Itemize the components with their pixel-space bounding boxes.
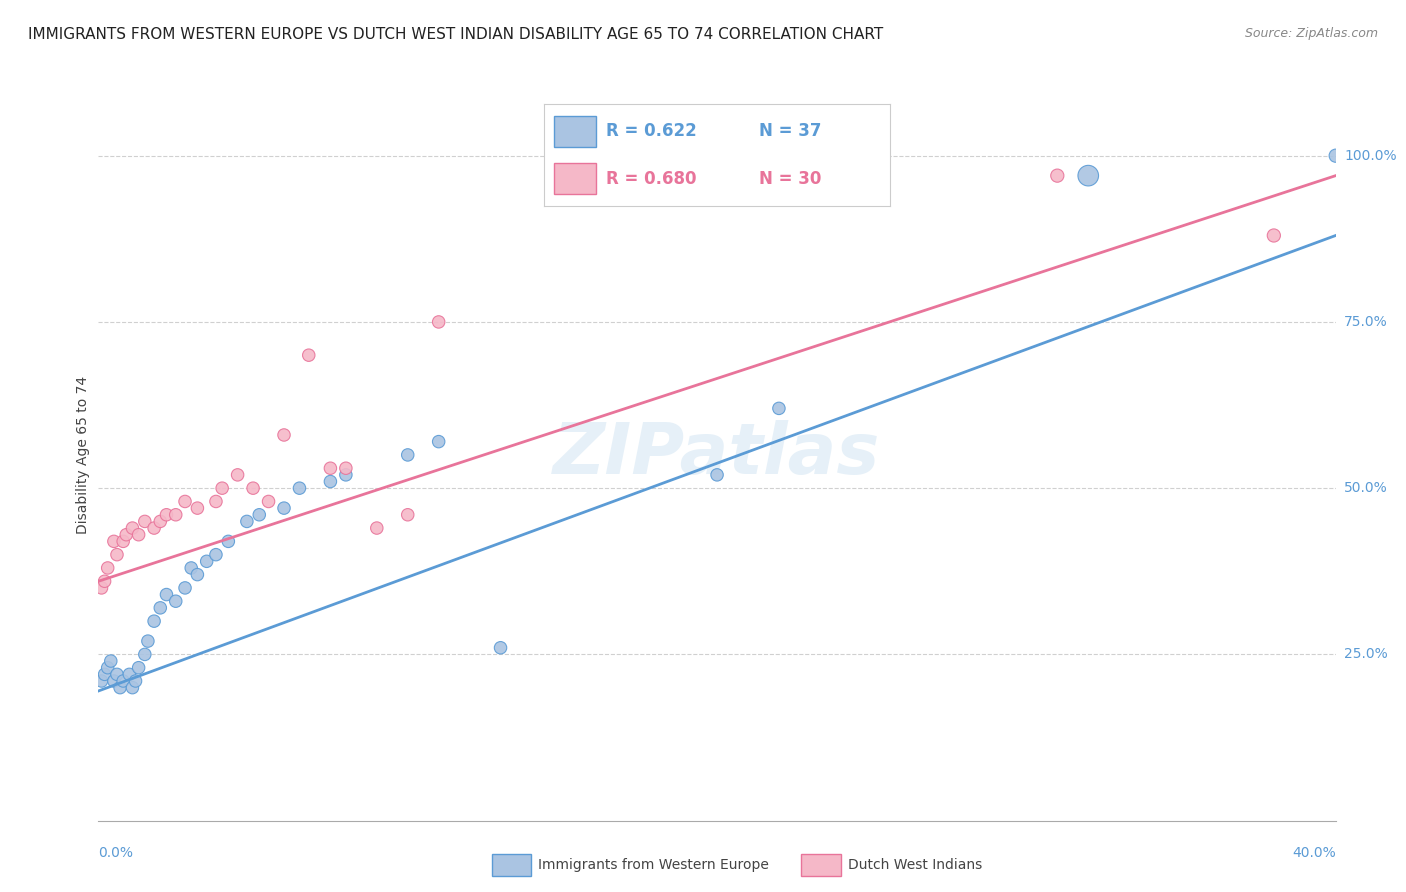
Point [226, 467, 249, 482]
Point [103, 534, 125, 549]
Point [112, 673, 135, 688]
Point [396, 448, 419, 462]
Point [155, 508, 177, 522]
Point [1263, 228, 1285, 243]
Point [97, 561, 120, 575]
Point [143, 521, 166, 535]
Point [211, 481, 233, 495]
Point [121, 521, 143, 535]
Text: Dutch West Indians: Dutch West Indians [848, 858, 981, 872]
Point [165, 594, 187, 608]
Point [768, 401, 790, 416]
Point [118, 667, 141, 681]
Point [427, 315, 450, 329]
Point [366, 521, 388, 535]
Point [100, 654, 122, 668]
Point [174, 494, 197, 508]
Point [298, 348, 321, 362]
Point [103, 673, 125, 688]
Text: 50.0%: 50.0% [1344, 481, 1388, 495]
Point [149, 600, 172, 615]
Point [143, 614, 166, 628]
Point [319, 461, 342, 475]
Point [90, 673, 112, 688]
Point [247, 508, 270, 522]
Point [273, 428, 295, 442]
Text: 75.0%: 75.0% [1344, 315, 1388, 329]
Point [121, 681, 143, 695]
Point [427, 434, 450, 449]
Point [128, 527, 150, 541]
Point [706, 467, 728, 482]
Text: 40.0%: 40.0% [1292, 846, 1336, 860]
Point [97, 661, 120, 675]
Point [165, 508, 187, 522]
Point [236, 515, 259, 529]
Point [205, 548, 228, 562]
Point [1077, 169, 1099, 183]
Point [273, 501, 295, 516]
Point [128, 661, 150, 675]
Point [124, 673, 146, 688]
Point [186, 501, 208, 516]
Point [288, 481, 311, 495]
Text: 25.0%: 25.0% [1344, 648, 1388, 661]
Point [93, 667, 115, 681]
Point [180, 561, 202, 575]
Text: ZIPatlas: ZIPatlas [554, 420, 880, 490]
Point [186, 567, 208, 582]
Point [115, 527, 138, 541]
Point [155, 588, 177, 602]
Point [112, 534, 135, 549]
Y-axis label: Disability Age 65 to 74: Disability Age 65 to 74 [76, 376, 90, 534]
Point [105, 667, 128, 681]
Point [134, 515, 156, 529]
Point [108, 681, 131, 695]
Text: IMMIGRANTS FROM WESTERN EUROPE VS DUTCH WEST INDIAN DISABILITY AGE 65 TO 74 CORR: IMMIGRANTS FROM WESTERN EUROPE VS DUTCH … [28, 27, 883, 42]
Point [136, 634, 159, 648]
Text: 0.0%: 0.0% [98, 846, 134, 860]
Point [335, 467, 357, 482]
Point [90, 581, 112, 595]
Point [174, 581, 197, 595]
Point [105, 548, 128, 562]
Point [205, 494, 228, 508]
Text: Immigrants from Western Europe: Immigrants from Western Europe [538, 858, 769, 872]
Point [1046, 169, 1069, 183]
Point [149, 515, 172, 529]
Point [396, 508, 419, 522]
Point [134, 648, 156, 662]
Point [335, 461, 357, 475]
Point [93, 574, 115, 589]
Point [217, 534, 239, 549]
Point [1324, 149, 1347, 163]
Point [242, 481, 264, 495]
Text: 100.0%: 100.0% [1344, 149, 1396, 162]
Text: Source: ZipAtlas.com: Source: ZipAtlas.com [1244, 27, 1378, 40]
Point [319, 475, 342, 489]
Point [195, 554, 218, 568]
Point [257, 494, 280, 508]
Point [489, 640, 512, 655]
